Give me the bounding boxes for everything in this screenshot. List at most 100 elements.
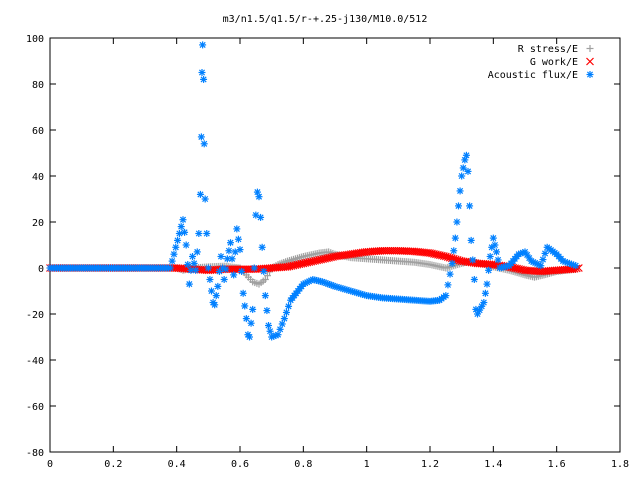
data-point [263,272,271,280]
legend-label: R stress/E [518,44,578,55]
data-point [204,264,212,272]
data-point [278,320,286,328]
axes: 0 0.2 0.4 0.6 0.8 1 1.2 1.4 1.6 1.8 100 80 60 40 20 0 -2… [26,34,629,470]
series-3 [46,41,580,341]
data-point [212,292,220,300]
x-tick-label: 1.2 [421,459,439,470]
legend-marker [586,71,594,78]
data-point [280,315,288,323]
data-point [282,308,290,316]
data-point [481,289,489,297]
data-point [459,164,467,172]
data-point [480,299,488,306]
series-layer [46,41,583,341]
data-point [493,248,500,256]
data-point [196,190,204,198]
data-point [450,247,458,255]
data-point [200,75,208,83]
y-tick-label: 40 [32,172,44,183]
data-point [469,256,477,264]
data-point [172,243,180,251]
x-tick-label: 0 [47,459,53,470]
data-point [467,236,475,244]
y-tick-label: 100 [26,34,44,45]
data-point [466,202,474,210]
data-point [179,216,187,224]
data-point [175,230,183,237]
data-point [453,218,461,226]
data-point [242,315,250,323]
data-point [174,236,182,244]
data-point [285,302,293,310]
data-point [234,235,242,243]
legend-marker [586,45,594,52]
data-point [225,247,233,255]
y-tick-label: 60 [32,126,44,137]
data-point [239,289,247,297]
data-point [260,267,268,275]
x-tick-label: 0.4 [168,459,186,470]
data-point [170,250,178,258]
x-tick-label: 1 [364,459,370,470]
data-point [241,302,249,310]
data-point [190,259,198,267]
data-point [214,282,222,290]
data-point [166,264,174,272]
data-point [489,234,497,242]
data-point [195,230,203,237]
data-point [203,230,211,237]
y-tick-label: -40 [26,356,44,367]
data-point [211,301,219,309]
data-point [184,261,192,269]
x-tick-label: 1.6 [548,459,566,470]
data-point [572,262,580,270]
data-point [255,193,263,201]
data-point [446,270,454,278]
data-point [458,172,466,180]
y-tick-label: -20 [26,310,44,321]
data-point [182,241,190,249]
data-point [451,234,459,242]
data-point [491,241,499,249]
data-point [233,225,241,233]
x-tick-label: 0.8 [294,459,312,470]
data-point [198,69,206,76]
data-point [456,187,464,195]
data-point [193,248,201,256]
data-point [168,257,176,265]
data-point [201,195,209,203]
data-point [247,319,255,327]
data-point [200,140,208,148]
data-point [448,259,456,267]
legend-marker [586,57,594,66]
data-point [266,327,274,335]
data-point [464,167,472,175]
data-point [261,292,269,300]
data-point [462,151,470,159]
data-point [228,255,236,263]
data-point [486,253,494,260]
data-point [274,331,282,339]
data-point [217,253,225,260]
data-point [485,266,493,274]
data-point [250,264,258,272]
y-tick-label: -80 [26,448,44,459]
data-point [189,253,196,260]
legend-label: G work/E [530,57,578,68]
data-point [181,228,189,236]
data-point [470,276,478,283]
data-point [185,280,193,288]
data-point [238,267,246,275]
data-point [539,256,547,264]
data-point [541,249,549,257]
data-point [249,305,257,313]
data-point [263,307,271,315]
data-point [265,322,272,329]
data-point [220,276,228,283]
y-tick-label: -60 [26,402,44,413]
data-point [261,276,269,283]
legend-label: Acoustic flux/E [488,70,578,81]
chart-title: m3/n1.5/q1.5/r-+.25-j130/M10.0/512 [223,14,428,25]
data-point [455,202,462,210]
